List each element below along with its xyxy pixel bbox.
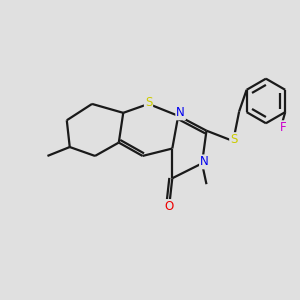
Text: S: S — [230, 133, 238, 146]
Text: O: O — [165, 200, 174, 213]
Text: F: F — [280, 121, 286, 134]
Text: N: N — [200, 155, 209, 168]
Text: S: S — [145, 96, 152, 109]
Text: N: N — [176, 106, 185, 119]
